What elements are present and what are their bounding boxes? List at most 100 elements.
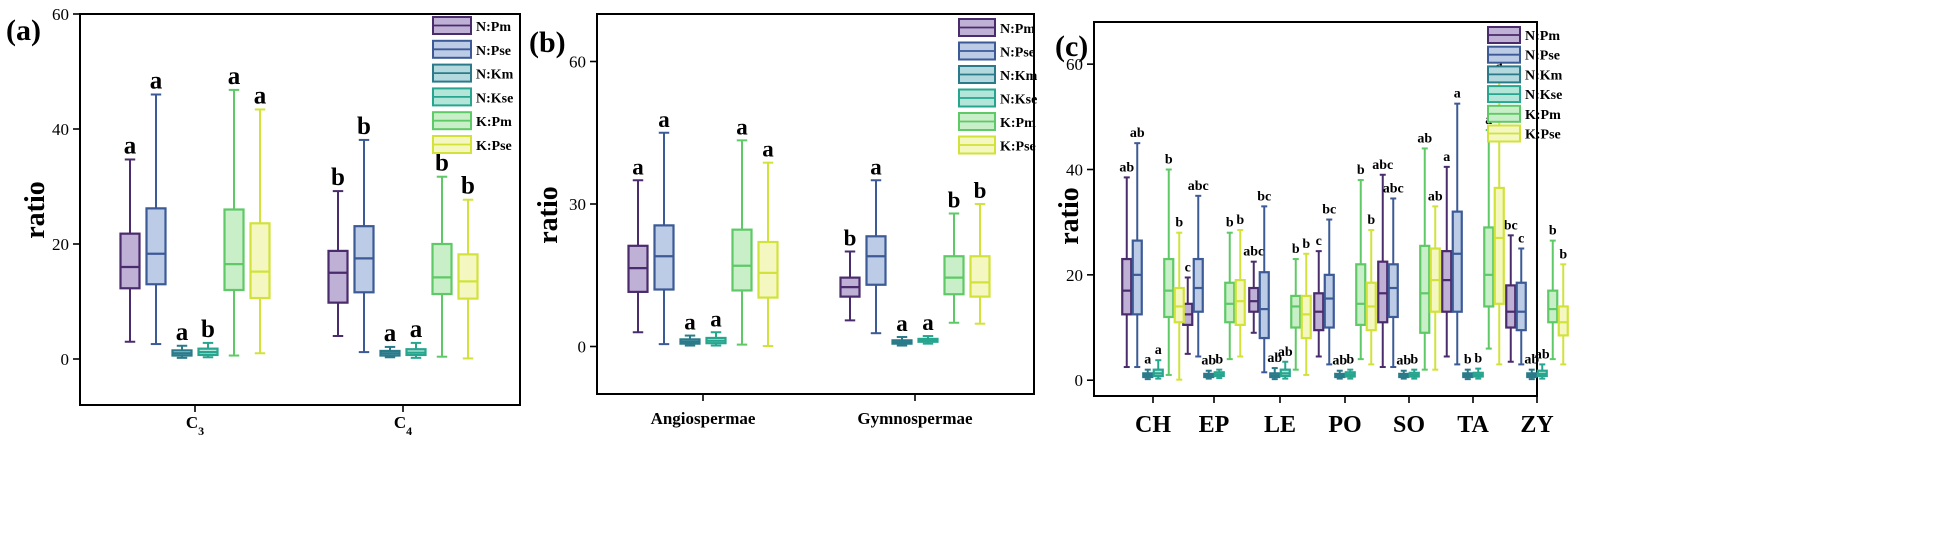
sig-letter: b xyxy=(948,188,961,213)
box-iqr xyxy=(1131,239,1143,316)
box-n-km-le: ab xyxy=(1267,351,1282,381)
box-k-pse-gymnospermae: b xyxy=(969,178,991,325)
legend-label: N:Kse xyxy=(1000,93,1037,108)
plot-frame xyxy=(1093,21,1538,397)
panel-label: (a) xyxy=(6,14,41,47)
legend-item-n-pm: N:Pm xyxy=(958,18,1035,37)
sig-letter: a xyxy=(176,319,189,346)
box-iqr xyxy=(1163,257,1175,319)
legend-item-k-pm: K:Pm xyxy=(432,111,512,131)
sig-letter: a xyxy=(632,154,644,179)
box-k-pm-ch: b xyxy=(1163,152,1175,376)
box-n-pse-gymnospermae: a xyxy=(865,154,887,335)
box-n-pse-ta: a xyxy=(1451,87,1463,366)
sig-letter: a xyxy=(254,82,267,109)
sig-letter: b xyxy=(1410,353,1418,368)
panel-label: (b) xyxy=(529,26,566,59)
box-n-km-zy: ab xyxy=(1524,353,1539,381)
box-iqr xyxy=(653,224,675,291)
sig-letter: b xyxy=(1474,352,1482,367)
legend-label: K:Pm xyxy=(1000,116,1036,131)
sig-letter: a xyxy=(658,107,670,132)
box-n-pse-c3: a xyxy=(145,68,167,346)
x-tick-label-po: PO xyxy=(1328,412,1361,438)
box-n-kse-c3: b xyxy=(197,316,219,359)
legend-item-n-kse: N:Kse xyxy=(958,88,1037,108)
x-tick-label-sub: 3 xyxy=(198,424,204,438)
box-n-km-ta: b xyxy=(1462,353,1474,381)
box-n-pse-le: bc xyxy=(1257,189,1271,374)
box-k-pse-ep: b xyxy=(1234,213,1246,358)
box-n-pse-po: bc xyxy=(1322,203,1336,366)
sig-letter: a xyxy=(762,137,774,162)
y-tick-label-60: 60 xyxy=(52,5,69,24)
box-iqr xyxy=(1557,305,1569,337)
sig-letter: a xyxy=(124,132,137,159)
box-iqr xyxy=(145,207,167,286)
box-iqr xyxy=(731,228,753,292)
sig-letter: abc xyxy=(1243,245,1264,260)
box-n-kse-c4: a xyxy=(405,316,427,359)
box-n-km-c3: a xyxy=(171,319,193,359)
box-iqr xyxy=(865,235,887,286)
legend-label: N:Pse xyxy=(476,44,511,59)
sig-letter: abc xyxy=(1188,179,1209,194)
sig-letter: b xyxy=(1236,213,1244,228)
box-k-pm-ta: a xyxy=(1483,113,1495,350)
legend-item-n-km: N:Km xyxy=(958,65,1038,84)
box-k-pse-zy: b xyxy=(1557,247,1569,366)
sig-letter: a xyxy=(710,306,722,331)
box-iqr xyxy=(1515,281,1527,332)
sig-letter: b xyxy=(974,178,987,203)
box-n-pm-zy: bc xyxy=(1504,218,1518,363)
panel-b: 0 30 60 Angiospermae Gymnospermae (b) ratio a b a… xyxy=(529,13,1038,428)
sig-letter: b xyxy=(1346,353,1354,368)
legend-label: K:Pse xyxy=(1000,140,1036,155)
box-iqr xyxy=(249,222,271,300)
sig-letter: ab xyxy=(1396,354,1411,369)
box-iqr xyxy=(1121,257,1133,316)
sig-letter: a xyxy=(1155,343,1162,358)
sig-letter: a xyxy=(922,310,934,335)
legend-label: N:Pse xyxy=(1525,49,1560,64)
x-tick-label-main: C xyxy=(394,413,406,432)
sig-letter: b xyxy=(461,173,475,200)
y-tick-label-20: 20 xyxy=(1066,266,1083,285)
legend-label: N:Pse xyxy=(1000,46,1035,61)
box-iqr xyxy=(1483,226,1495,308)
box-n-km-po: ab xyxy=(1332,354,1347,380)
box-n-km-gymnospermae: a xyxy=(891,311,913,347)
legend-item-k-pm: K:Pm xyxy=(1487,104,1561,123)
box-iqr xyxy=(1451,210,1463,313)
legend-item-n-pm: N:Pm xyxy=(432,16,511,35)
sig-letter: b xyxy=(1549,224,1557,239)
legend-item-n-pm: N:Pm xyxy=(1487,26,1560,44)
sig-letter: ab xyxy=(1201,354,1216,369)
box-n-pm-gymnospermae: b xyxy=(839,226,861,322)
y-tick-label-60: 60 xyxy=(569,53,586,72)
box-n-km-angiospermae: a xyxy=(679,310,701,347)
box-k-pse-ta: a xyxy=(1493,58,1505,366)
box-n-pse-zy: c xyxy=(1515,232,1527,366)
box-iqr xyxy=(1441,250,1453,313)
box-iqr xyxy=(1387,263,1399,319)
legend-item-k-pse: K:Pse xyxy=(1487,124,1561,143)
box-k-pm-angiospermae: a xyxy=(731,114,753,346)
box-iqr xyxy=(1192,257,1204,313)
box-n-pm-angiospermae: a xyxy=(627,154,649,334)
box-iqr xyxy=(1377,260,1389,324)
box-iqr xyxy=(1224,281,1236,324)
box-n-kse-zy: ab xyxy=(1535,347,1550,380)
y-tick-label-40: 40 xyxy=(52,120,69,139)
y-tick-label-0: 0 xyxy=(578,338,587,357)
legend-item-n-kse: N:Kse xyxy=(432,87,513,107)
box-k-pse-c3: a xyxy=(249,82,271,355)
sig-letter: b xyxy=(435,150,449,177)
box-iqr xyxy=(1248,286,1260,313)
box-iqr xyxy=(1258,271,1270,340)
sig-letter: b xyxy=(201,316,215,343)
sig-letter: b xyxy=(844,226,857,251)
legend-label: K:Pse xyxy=(476,139,512,154)
sig-letter: b xyxy=(1175,216,1183,231)
